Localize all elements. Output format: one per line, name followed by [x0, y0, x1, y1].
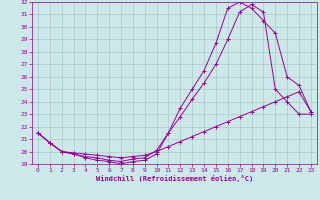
X-axis label: Windchill (Refroidissement éolien,°C): Windchill (Refroidissement éolien,°C) — [96, 175, 253, 182]
